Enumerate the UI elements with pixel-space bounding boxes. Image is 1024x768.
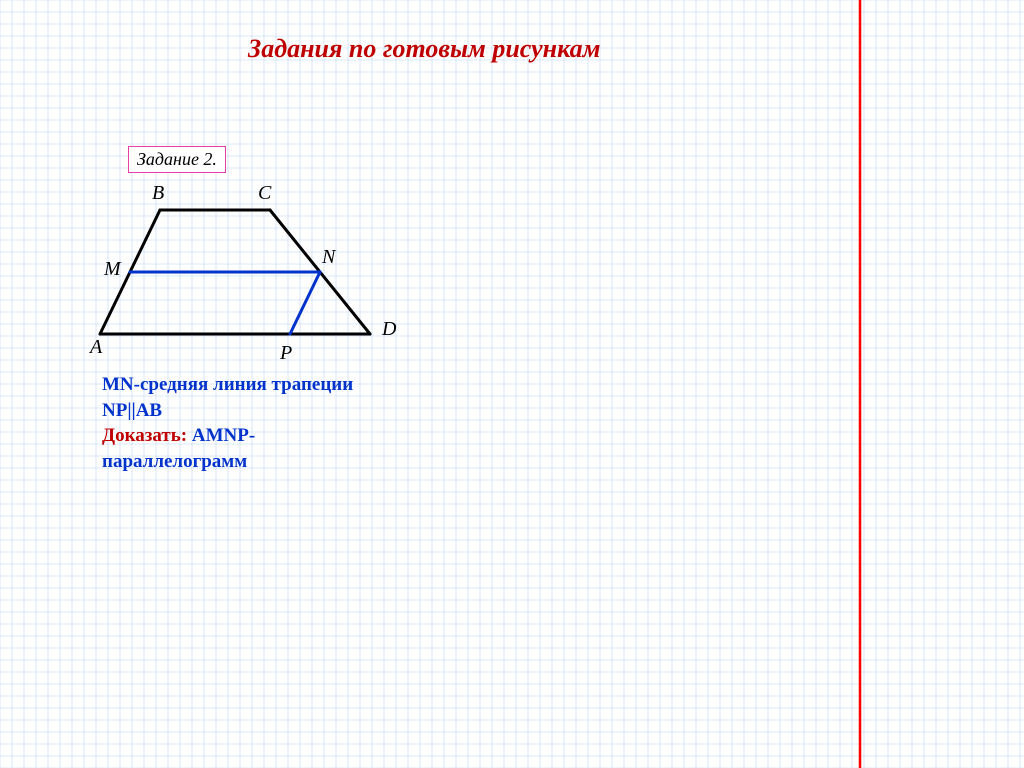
vertex-label-a: A xyxy=(90,336,102,359)
body-line-4: параллелограмм xyxy=(102,451,247,472)
vertex-label-b: B xyxy=(152,182,164,205)
body-prove-label: Доказать: xyxy=(102,425,192,446)
task-box: Задание 2. xyxy=(128,146,226,173)
body-line-2: NP||AB xyxy=(102,400,162,421)
task-label: Задание 2. xyxy=(137,149,217,169)
body-prove-rest: AMNP- xyxy=(192,425,255,446)
body-line-1: MN-средняя линия трапеции xyxy=(102,374,353,395)
vertex-label-c: C xyxy=(258,182,271,205)
vertex-label-p: P xyxy=(280,342,292,365)
vertex-label-m: M xyxy=(104,258,121,281)
page-title: Задания по готовым рисункам xyxy=(248,34,600,64)
problem-text: MN-средняя линия трапеции NP||AB Доказат… xyxy=(102,372,353,475)
vertex-label-n: N xyxy=(322,246,335,269)
vertex-label-d: D xyxy=(382,318,396,341)
